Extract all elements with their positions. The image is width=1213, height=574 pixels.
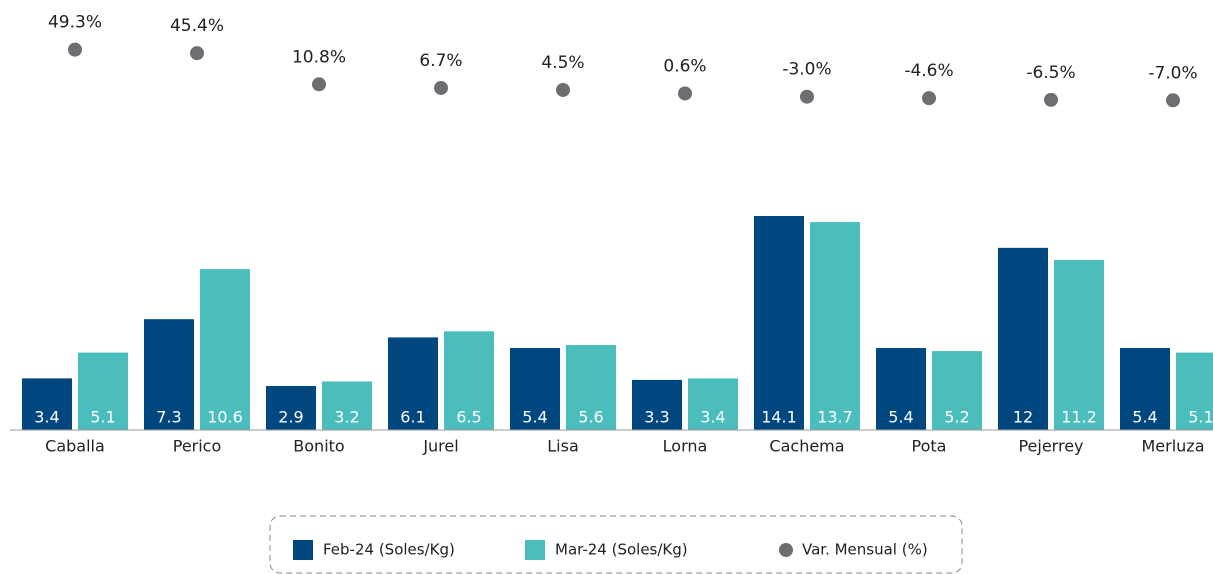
dot (68, 42, 82, 57)
dot (190, 46, 204, 61)
bar (1176, 352, 1213, 430)
legend-marker (525, 540, 545, 560)
legend-marker (293, 540, 313, 560)
bar-value-label: 3.4 (700, 408, 725, 427)
bar-value-label: 5.4 (888, 408, 913, 427)
bar-value-label: 5.1 (90, 408, 115, 427)
dot-label: 10.8% (292, 47, 346, 67)
bar-value-label: 3.4 (34, 408, 59, 427)
bar (200, 269, 250, 430)
dot (678, 86, 692, 101)
bar (566, 345, 616, 430)
bar-value-label: 3.2 (334, 408, 359, 427)
bar (876, 348, 926, 430)
dot-label: -3.0% (782, 60, 831, 80)
bar-value-label: 14.1 (761, 408, 797, 427)
x-tick-label: Pejerrey (1018, 437, 1083, 456)
bar (510, 348, 560, 430)
bar (810, 222, 860, 430)
dot-label: -6.5% (1026, 63, 1075, 83)
bar (754, 215, 804, 430)
x-tick-label: Bonito (293, 437, 344, 456)
dot-label: 0.6% (663, 56, 706, 76)
bar-value-label: 11.2 (1061, 408, 1097, 427)
x-tick-label: Perico (173, 437, 222, 456)
bar (444, 331, 494, 430)
bar (1054, 260, 1104, 430)
dot-label: 6.7% (419, 51, 462, 71)
bar-value-label: 6.5 (456, 408, 481, 427)
dot (1044, 92, 1058, 107)
dot (312, 77, 326, 92)
bar-value-label: 13.7 (817, 408, 853, 427)
dot (922, 91, 936, 106)
bar-value-label: 5.2 (944, 408, 969, 427)
legend-label: Feb-24 (Soles/Kg) (323, 541, 455, 559)
bar-value-label: 10.6 (207, 408, 243, 427)
bar (22, 378, 72, 430)
bar (632, 379, 682, 430)
bar-value-label: 5.4 (522, 408, 547, 427)
bar (1120, 348, 1170, 430)
bar (78, 352, 128, 430)
dot-label: 4.5% (541, 53, 584, 73)
x-tick-label: Cachema (769, 437, 844, 456)
legend-marker (779, 543, 793, 557)
bar (688, 378, 738, 430)
bar (144, 319, 194, 430)
x-tick-label: Lorna (663, 437, 708, 456)
bar-value-label: 6.1 (400, 408, 425, 427)
x-tick-label: Lisa (547, 437, 579, 456)
bar (998, 247, 1048, 430)
legend-label: Mar-24 (Soles/Kg) (555, 541, 688, 559)
bar-value-label: 5.1 (1188, 408, 1213, 427)
dot-label: -7.0% (1148, 63, 1197, 83)
x-tick-label: Caballa (45, 437, 105, 456)
x-tick-label: Pota (912, 437, 947, 456)
bar (322, 381, 372, 430)
bar (266, 385, 316, 430)
dot-label: 45.4% (170, 16, 224, 36)
legend-box (269, 515, 963, 574)
dot-label: -4.6% (904, 61, 953, 81)
bar-value-label: 7.3 (156, 408, 181, 427)
dot-label: 49.3% (48, 13, 102, 33)
bar-value-label: 3.3 (644, 408, 669, 427)
legend-label: Var. Mensual (%) (802, 541, 928, 559)
bar (388, 337, 438, 430)
dot (1166, 93, 1180, 108)
bar-value-label: 5.6 (578, 408, 603, 427)
bar (932, 351, 982, 430)
dot (800, 89, 814, 104)
dot (556, 82, 570, 97)
bar-value-label: 5.4 (1132, 408, 1157, 427)
dot (434, 80, 448, 95)
bar-value-label: 2.9 (278, 408, 303, 427)
bar-value-label: 12 (1013, 408, 1033, 427)
x-tick-label: Merluza (1141, 437, 1204, 456)
x-tick-label: Jurel (422, 437, 458, 456)
